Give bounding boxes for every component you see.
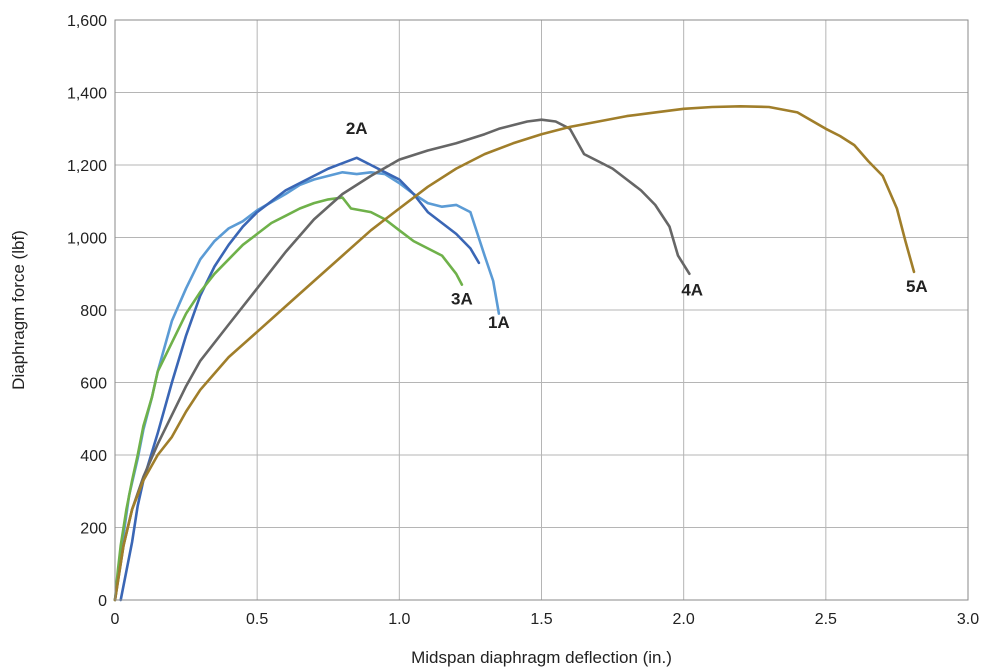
y-axis-ticks: 0 200 400 600 800 1,000 1,200 1,400 1,600: [67, 13, 107, 610]
plot-area-frame: [114, 19, 969, 601]
x-axis-ticks: 0 0.5 1.0 1.5 2.0 2.5 3.0: [111, 611, 980, 628]
series-lines: [113, 105, 916, 602]
series-line-1a: [113, 171, 501, 602]
x-tick-label-3: 1.5: [530, 611, 552, 628]
y-tick-label-8: 1,600: [67, 13, 107, 30]
series-label-5a: 5A: [906, 277, 928, 296]
series-line-5a: [113, 105, 916, 602]
x-axis-title: Midspan diaphragm deflection (in.): [411, 648, 672, 667]
x-tick-label-6: 3.0: [957, 611, 979, 628]
x-tick-label-5: 2.5: [815, 611, 837, 628]
series-line-2a: [119, 156, 481, 602]
series-label-3a: 3A: [451, 290, 473, 309]
y-tick-label-1: 200: [80, 521, 107, 538]
x-tick-label-4: 2.0: [673, 611, 695, 628]
y-tick-label-6: 1,200: [67, 158, 107, 175]
y-tick-label-7: 1,400: [67, 86, 107, 103]
x-tick-label-1: 0.5: [246, 611, 268, 628]
y-tick-label-4: 800: [80, 303, 107, 320]
y-tick-label-5: 1,000: [67, 231, 107, 248]
x-tick-label-2: 1.0: [388, 611, 410, 628]
y-tick-label-3: 600: [80, 376, 107, 393]
y-tick-label-0: 0: [98, 593, 107, 610]
y-tick-label-2: 400: [80, 448, 107, 465]
series-labels: 1A 2A 3A 4A 5A: [346, 119, 928, 332]
series-line-3a: [113, 196, 464, 602]
y-axis-title: Diaphragm force (lbf): [9, 230, 28, 390]
grid: [114, 19, 969, 601]
series-label-2a: 2A: [346, 119, 368, 138]
series-line-4a: [113, 118, 691, 602]
series-label-4a: 4A: [681, 281, 703, 300]
series-label-1a: 1A: [488, 313, 510, 332]
x-tick-label-0: 0: [111, 611, 120, 628]
